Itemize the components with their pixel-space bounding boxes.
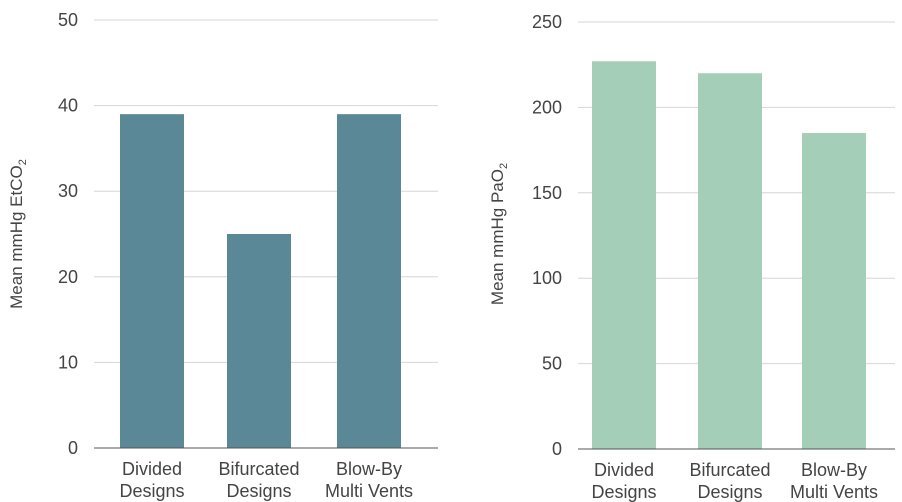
y-tick-label: 50 — [58, 10, 78, 30]
pao2-chart: 050100150200250DividedDesignsBifurcatedD… — [488, 12, 895, 502]
x-category-label: Divided — [122, 459, 182, 479]
y-axis-title-subscript: 2 — [498, 163, 510, 169]
y-axis-title-main: Mean mmHg PaO — [488, 169, 507, 305]
y-axis-title-subscript: 2 — [17, 159, 29, 165]
bar-3 — [802, 133, 866, 449]
x-category-label: Multi Vents — [790, 482, 878, 502]
y-tick-label: 250 — [532, 12, 562, 32]
x-category-label: Designs — [226, 481, 291, 501]
bar-2 — [227, 234, 291, 448]
y-tick-label: 200 — [532, 97, 562, 117]
bar-1 — [120, 114, 184, 448]
y-tick-label: 30 — [58, 181, 78, 201]
y-axis-title: Mean mmHg EtCO2 — [7, 159, 29, 309]
x-category-label: Blow-By — [336, 459, 402, 479]
y-tick-label: 50 — [542, 354, 562, 374]
bar-1 — [592, 61, 656, 450]
y-tick-label: 20 — [58, 267, 78, 287]
y-tick-label: 0 — [68, 438, 78, 458]
x-category-label: Designs — [119, 481, 184, 501]
x-category-label: Designs — [591, 482, 656, 502]
y-axis-title: Mean mmHg PaO2 — [488, 163, 510, 305]
y-tick-label: 150 — [532, 183, 562, 203]
bar-2 — [698, 73, 762, 450]
y-tick-label: 100 — [532, 268, 562, 288]
bar-3 — [337, 114, 401, 448]
x-category-label: Blow-By — [801, 460, 867, 480]
x-category-label: Bifurcated — [218, 459, 299, 479]
y-tick-label: 0 — [552, 439, 562, 459]
etco2-chart: 01020304050DividedDesignsBifurcatedDesig… — [7, 10, 438, 501]
y-tick-label: 10 — [58, 352, 78, 372]
x-category-label: Divided — [594, 460, 654, 480]
x-category-label: Designs — [697, 482, 762, 502]
x-category-label: Bifurcated — [689, 460, 770, 480]
y-axis-title-main: Mean mmHg EtCO — [7, 165, 26, 309]
y-tick-label: 40 — [58, 96, 78, 116]
x-category-label: Multi Vents — [325, 481, 413, 501]
